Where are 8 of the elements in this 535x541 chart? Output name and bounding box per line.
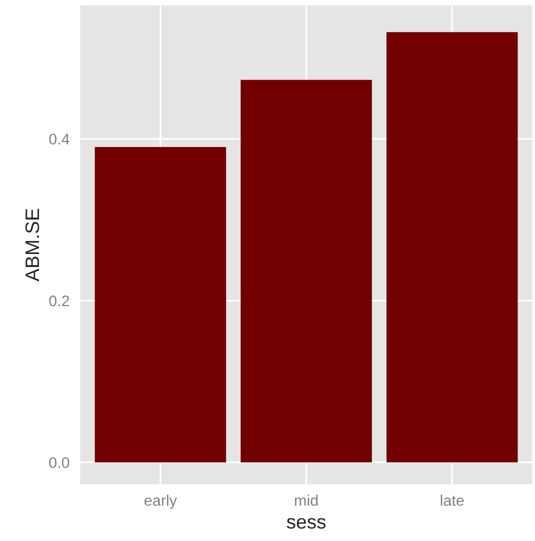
x-tick-label: early: [144, 494, 177, 509]
x-tick-label: late: [440, 494, 464, 506]
y-tick-label: 0.4: [49, 134, 70, 145]
y-tick-label: 0.2: [49, 295, 70, 306]
x-tick-label: mid: [294, 494, 318, 506]
y-tick-label: 0.0: [49, 457, 70, 468]
x-axis-title: sess: [286, 518, 326, 529]
y-axis-title: ABM.SE: [25, 208, 40, 282]
